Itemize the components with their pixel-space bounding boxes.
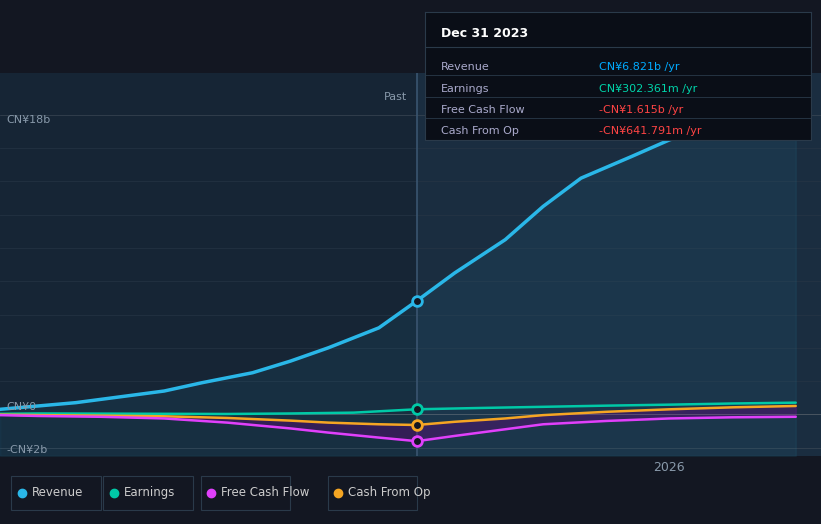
- Text: Revenue: Revenue: [441, 62, 489, 72]
- Text: Cash From Op: Cash From Op: [441, 126, 519, 136]
- FancyBboxPatch shape: [201, 476, 291, 510]
- Bar: [417, 73, 821, 456]
- FancyBboxPatch shape: [103, 476, 192, 510]
- Text: Free Cash Flow: Free Cash Flow: [222, 486, 310, 499]
- Text: Free Cash Flow: Free Cash Flow: [441, 105, 525, 115]
- FancyBboxPatch shape: [328, 476, 416, 510]
- Bar: [0, 73, 417, 456]
- Text: Earnings: Earnings: [441, 83, 489, 94]
- Text: -CN¥1.615b /yr: -CN¥1.615b /yr: [599, 105, 683, 115]
- Text: -CN¥2b: -CN¥2b: [7, 445, 48, 455]
- Text: Revenue: Revenue: [32, 486, 83, 499]
- Text: Dec 31 2023: Dec 31 2023: [441, 27, 528, 40]
- Text: CN¥0: CN¥0: [7, 402, 36, 412]
- Text: Cash From Op: Cash From Op: [348, 486, 430, 499]
- Text: Past: Past: [383, 92, 406, 102]
- Text: CN¥6.821b /yr: CN¥6.821b /yr: [599, 62, 680, 72]
- Text: -CN¥641.791m /yr: -CN¥641.791m /yr: [599, 126, 701, 136]
- Text: CN¥18b: CN¥18b: [7, 115, 51, 125]
- FancyBboxPatch shape: [11, 476, 100, 510]
- Text: Analysts Forecasts: Analysts Forecasts: [427, 92, 530, 102]
- Text: Earnings: Earnings: [123, 486, 175, 499]
- Text: CN¥302.361m /yr: CN¥302.361m /yr: [599, 83, 697, 94]
